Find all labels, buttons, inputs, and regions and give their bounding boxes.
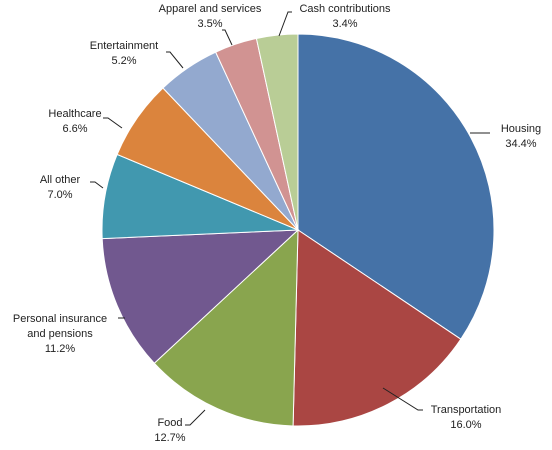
- pie-slice-transportation: [292, 229, 462, 427]
- label-food-value: 12.7%: [154, 432, 185, 444]
- pie-slice-cash-contributions: [255, 33, 299, 231]
- label-personal-insurance-name-line1: Personal insurance: [13, 313, 107, 325]
- pie-slices: [101, 33, 495, 427]
- label-housing-name: Housing: [501, 123, 541, 135]
- pie-slice-housing: [297, 33, 495, 340]
- label-cash-contributions-name: Cash contributions: [299, 3, 391, 15]
- leader-line-transportation: [382, 387, 423, 411]
- pie-slice-food: [153, 228, 299, 427]
- label-housing-value: 34.4%: [505, 138, 536, 150]
- label-all-other-value: 7.0%: [47, 189, 72, 201]
- label-leader-lines: [90, 11, 490, 426]
- leader-line-cash-contributions: [278, 11, 292, 37]
- label-personal-insurance-name-line2: and pensions: [27, 328, 93, 340]
- leader-line-all-other: [90, 181, 104, 189]
- pie-slice-personal-insurance-and-pensions: [101, 229, 300, 364]
- leader-line-entertainment: [166, 51, 184, 69]
- leader-line-apparel: [222, 29, 233, 46]
- label-transportation-value: 16.0%: [450, 419, 481, 431]
- label-food-name: Food: [157, 417, 182, 429]
- label-transportation-name: Transportation: [431, 404, 502, 416]
- label-personal-insurance-value: 11.2%: [45, 343, 76, 355]
- label-healthcare-name: Healthcare: [48, 108, 101, 120]
- label-healthcare-value: 6.6%: [62, 123, 87, 135]
- label-entertainment-name: Entertainment: [90, 40, 158, 52]
- label-cash-contributions-value: 3.4%: [332, 18, 357, 30]
- label-all-other-name: All other: [40, 174, 81, 186]
- leader-line-food: [185, 409, 206, 426]
- label-entertainment-value: 5.2%: [111, 55, 136, 67]
- label-apparel-value: 3.5%: [197, 18, 222, 30]
- leader-line-healthcare: [103, 117, 123, 129]
- label-apparel-name: Apparel and services: [159, 3, 262, 15]
